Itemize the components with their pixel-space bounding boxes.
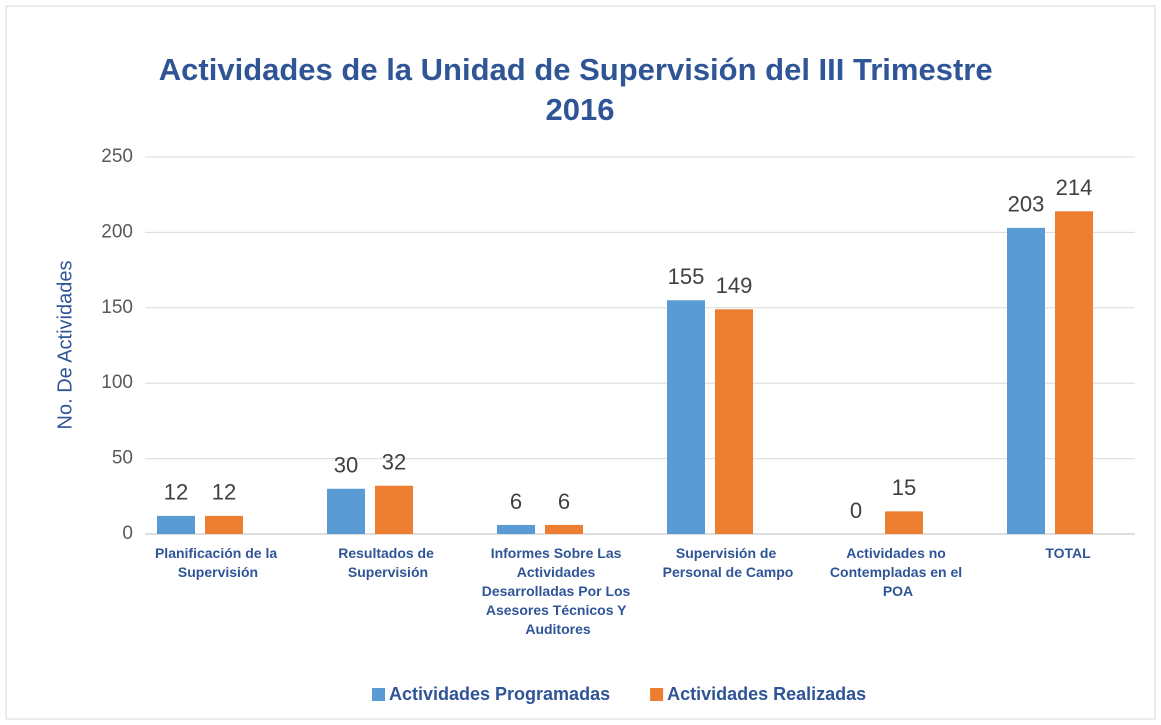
value-label: 214 bbox=[1056, 175, 1093, 200]
legend-swatch bbox=[650, 688, 664, 701]
x-tick-label: TOTAL bbox=[1045, 545, 1091, 561]
bar bbox=[157, 515, 195, 534]
bar bbox=[375, 485, 413, 534]
bar bbox=[1007, 227, 1045, 534]
chart-title: Actividades de la Unidad de Supervisión … bbox=[159, 52, 1001, 127]
y-tick-label: 250 bbox=[101, 146, 133, 167]
value-label: 203 bbox=[1008, 192, 1045, 217]
value-label: 30 bbox=[334, 453, 358, 478]
x-tick-label: Actividades no Contempladas en el POA bbox=[830, 545, 966, 599]
y-tick-label: 0 bbox=[122, 523, 133, 544]
bar bbox=[545, 524, 583, 534]
y-tick-label: 100 bbox=[101, 372, 133, 393]
bar bbox=[715, 309, 753, 534]
value-label: 32 bbox=[382, 450, 406, 475]
y-tick-label: 150 bbox=[101, 297, 133, 318]
value-label: 15 bbox=[892, 475, 916, 500]
value-label: 12 bbox=[212, 480, 236, 505]
value-label: 149 bbox=[716, 273, 753, 298]
x-tick-label: Planificación de la Supervisión bbox=[155, 545, 281, 580]
y-axis-label: No. De Actividades bbox=[54, 261, 76, 430]
legend-label: Actividades Programadas bbox=[389, 684, 610, 704]
value-label: 0 bbox=[850, 498, 862, 523]
value-label: 6 bbox=[558, 489, 570, 514]
value-label: 12 bbox=[164, 480, 188, 505]
x-tick-label: Supervisión de Personal de Campo bbox=[663, 545, 794, 580]
legend-swatch bbox=[372, 688, 385, 701]
bar bbox=[667, 300, 705, 534]
chart-border bbox=[5, 5, 1156, 720]
bar bbox=[497, 524, 535, 534]
bar bbox=[885, 511, 923, 534]
value-label: 155 bbox=[668, 264, 705, 289]
x-tick-label: Resultados de Supervisión bbox=[338, 545, 438, 580]
legend-label: Actividades Realizadas bbox=[667, 684, 866, 704]
value-label: 6 bbox=[510, 489, 522, 514]
x-tick-label: Informes Sobre Las Actividades Desarroll… bbox=[482, 545, 635, 637]
bar bbox=[327, 488, 365, 534]
y-tick-label: 200 bbox=[101, 221, 133, 242]
bar bbox=[1055, 211, 1093, 534]
bar bbox=[205, 515, 243, 534]
y-tick-label: 50 bbox=[112, 448, 133, 469]
